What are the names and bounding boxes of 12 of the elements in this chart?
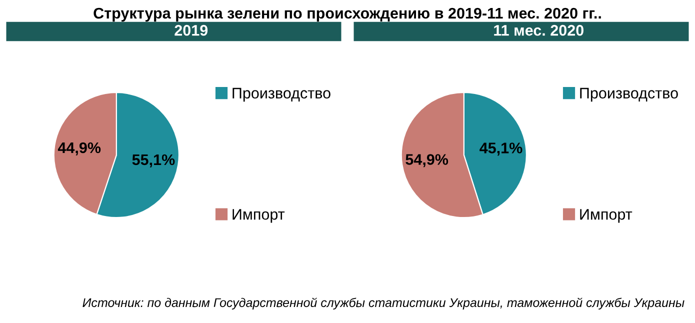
chart-subtitle: 11 мес. 2020 [494,24,584,36]
legend-label: Импорт [580,209,632,223]
legend-label: Производство [232,88,330,102]
data-label: 54,9% [406,154,448,168]
legend-label: Импорт [232,209,285,223]
legend-label: Производство [580,88,678,102]
data-label: 45,1% [480,142,522,156]
data-label: 44,9% [58,142,101,156]
data-label: 55,1% [132,154,175,168]
chart-title: Структура рынка зелени по происхождению в 2019-11 мес. 2020 гг.. [94,8,601,22]
chart-subtitle: 2019 [174,24,208,36]
text: Источник: по данным Государственной службы статистики Украины, таможенной службы Украины [82,298,684,310]
